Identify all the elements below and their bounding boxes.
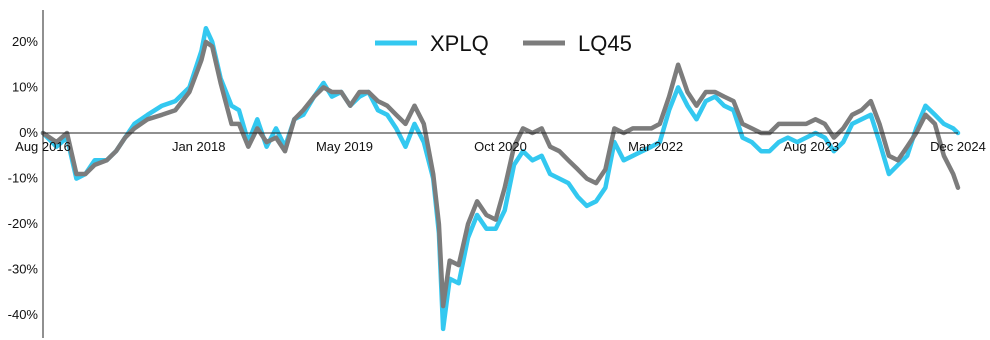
legend-label-lq45: LQ45 — [578, 31, 632, 56]
x-tick-label: May 2019 — [316, 139, 373, 154]
x-tick-label: Oct 2020 — [474, 139, 527, 154]
series-line-lq45 — [40, 39, 961, 309]
x-tick-label: Aug 2023 — [783, 139, 839, 154]
y-tick-label: -20% — [8, 216, 39, 231]
y-tick-label: -40% — [8, 307, 39, 322]
y-tick-label: 10% — [12, 79, 38, 94]
series-layer — [40, 25, 961, 332]
y-tick-label: 0% — [19, 125, 38, 140]
y-tick-label: 20% — [12, 34, 38, 49]
x-tick-label: Jan 2018 — [172, 139, 226, 154]
legend: XPLQ LQ45 — [375, 31, 632, 56]
y-tick-labels: 20% 10% 0% -10% -20% -30% -40% — [8, 34, 39, 322]
y-tick-label: -10% — [8, 171, 39, 186]
x-tick-labels: Aug 2016 Jan 2018 May 2019 Oct 2020 Mar 2022… — [15, 139, 986, 154]
series-line-xplq — [40, 25, 961, 332]
x-tick-label: Mar 2022 — [628, 139, 683, 154]
legend-label-xplq: XPLQ — [430, 31, 489, 56]
y-tick-label: -30% — [8, 262, 39, 277]
x-tick-label: Dec 2024 — [930, 139, 986, 154]
x-tick-label: Aug 2016 — [15, 139, 71, 154]
